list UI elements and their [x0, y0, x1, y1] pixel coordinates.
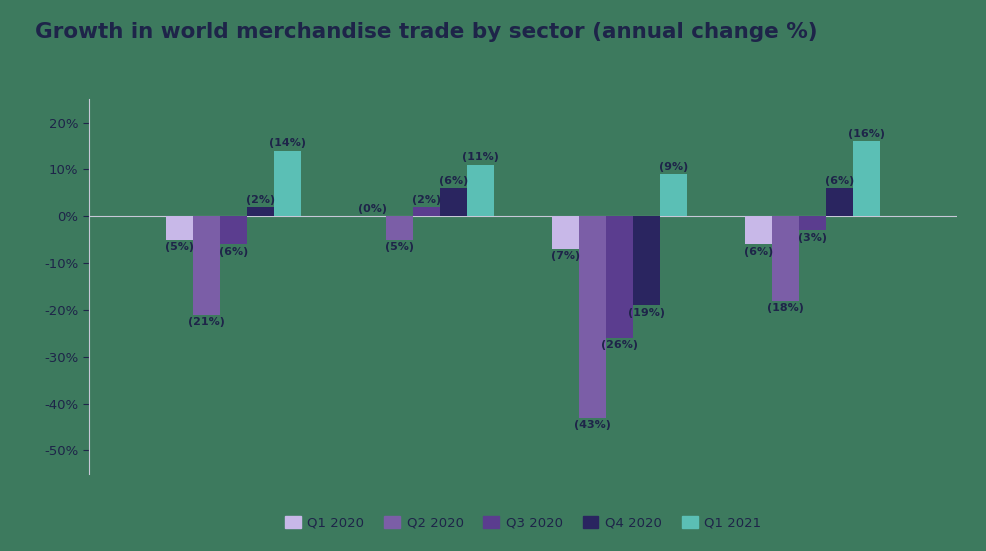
Text: (21%): (21%) [188, 317, 225, 327]
Text: (6%): (6%) [219, 247, 247, 257]
Text: (6%): (6%) [824, 176, 854, 186]
Text: (43%): (43%) [574, 420, 610, 430]
Bar [799, 216, 825, 230]
Bar [466, 165, 494, 216]
Bar [632, 216, 660, 305]
Bar [166, 216, 193, 240]
Text: (0%): (0%) [358, 204, 387, 214]
Text: (7%): (7%) [550, 251, 580, 261]
Bar [220, 216, 246, 245]
Legend: Q1 2020, Q2 2020, Q3 2020, Q4 2020, Q1 2021: Q1 2020, Q2 2020, Q3 2020, Q4 2020, Q1 2… [279, 511, 766, 534]
Bar [551, 216, 579, 249]
Bar [386, 216, 413, 240]
Bar [825, 188, 852, 216]
Text: (5%): (5%) [385, 242, 414, 252]
Bar [660, 174, 686, 216]
Text: (16%): (16%) [847, 129, 884, 139]
Text: (19%): (19%) [627, 307, 665, 317]
Text: (9%): (9%) [659, 162, 687, 172]
Bar [274, 150, 301, 216]
Text: (2%): (2%) [411, 195, 441, 204]
Bar [605, 216, 632, 338]
Bar [579, 216, 605, 418]
Text: (26%): (26%) [600, 341, 638, 350]
Bar [852, 142, 880, 216]
Text: Growth in world merchandise trade by sector (annual change %): Growth in world merchandise trade by sec… [35, 22, 816, 42]
Text: (18%): (18%) [766, 303, 804, 313]
Bar [193, 216, 220, 315]
Bar [440, 188, 466, 216]
Bar [744, 216, 771, 245]
Text: (14%): (14%) [269, 138, 306, 148]
Bar [413, 207, 440, 216]
Bar [246, 207, 274, 216]
Text: (6%): (6%) [439, 176, 467, 186]
Text: (11%): (11%) [461, 153, 499, 163]
Text: (2%): (2%) [246, 195, 275, 204]
Text: (5%): (5%) [165, 242, 194, 252]
Bar [771, 216, 799, 301]
Text: (3%): (3%) [798, 233, 826, 242]
Text: (6%): (6%) [743, 247, 772, 257]
